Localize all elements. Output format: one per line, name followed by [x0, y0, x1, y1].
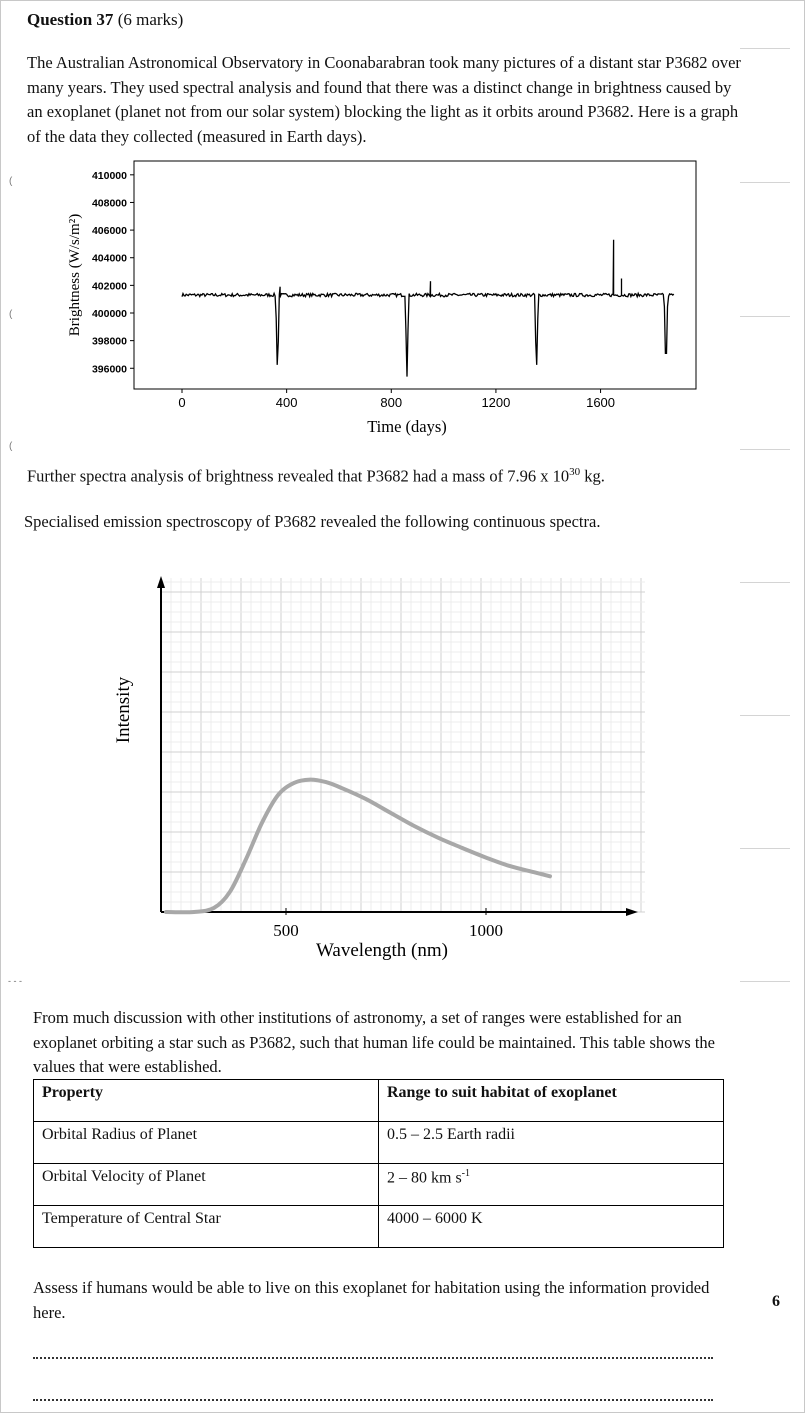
- margin-line: [740, 316, 790, 317]
- table-cell-range: 4000 – 6000 K: [378, 1205, 724, 1248]
- assess-marks: 6: [772, 1293, 780, 1310]
- brightness-x-tick-label: 1600: [586, 395, 615, 410]
- brightness-x-tick-label: 0: [178, 395, 185, 410]
- question-heading: Question 37 (6 marks): [27, 10, 183, 30]
- margin-line: [740, 48, 790, 49]
- answer-line[interactable]: [33, 1357, 713, 1359]
- table-row: Temperature of Central Star 4000 – 6000 …: [33, 1205, 724, 1248]
- assess-question: Assess if humans would be able to live o…: [33, 1278, 710, 1322]
- question-number: Question 37: [27, 10, 114, 29]
- margin-tick: (: [9, 441, 13, 452]
- brightness-plot-area: [133, 160, 697, 390]
- brightness-x-tick-label: 400: [276, 395, 298, 410]
- y-axis-arrow-icon: [157, 576, 165, 588]
- mass-paragraph: Further spectra analysis of brightness r…: [27, 460, 747, 489]
- table-row: Orbital Velocity of Planet 2 – 80 km s-1: [33, 1163, 724, 1206]
- brightness-x-tick-label: 800: [380, 395, 402, 410]
- brightness-y-tick-label: 410000: [92, 170, 127, 182]
- intro-paragraph: The Australian Astronomical Observatory …: [27, 53, 741, 146]
- margin-line: [740, 182, 790, 183]
- table-header-range: Range to suit habitat of exoplanet: [378, 1079, 724, 1122]
- habitat-ranges-table: Property Range to suit habitat of exopla…: [33, 1079, 724, 1248]
- brightness-y-tick-label: 408000: [92, 197, 127, 209]
- question-marks: (6 marks): [117, 10, 184, 29]
- brightness-y-tick-label: 396000: [92, 363, 127, 375]
- spectrum-chart: 500 1000 Intensity Wavelength (nm): [113, 576, 645, 961]
- range-value: 0.5 – 2.5 Earth radii: [387, 1126, 515, 1143]
- brightness-y-axis-label: Brightness (W/s/m²): [67, 214, 83, 336]
- brightness-y-tick-label: 404000: [92, 253, 127, 265]
- spectrum-x-tick-label: 500: [273, 921, 299, 940]
- range-value: 2 – 80 km s: [387, 1169, 462, 1187]
- margin-tick: (: [9, 176, 13, 187]
- brightness-chart: 396000 398000 400000 402000 404000 406000 4080…: [67, 160, 697, 436]
- spectrum-x-tick-label: 1000: [469, 921, 503, 940]
- mass-text: Further spectra analysis of brightness r…: [27, 466, 570, 486]
- table-header-row: Property Range to suit habitat of exopla…: [33, 1079, 724, 1122]
- brightness-x-axis-label: Time (days): [367, 417, 447, 436]
- margin-line: [740, 449, 790, 450]
- table-cell-range: 2 – 80 km s-1: [378, 1163, 724, 1206]
- brightness-series-line: [181, 239, 675, 377]
- margin-line: [740, 715, 790, 716]
- table-header-property: Property: [33, 1079, 379, 1122]
- table-cell-property: Temperature of Central Star: [33, 1205, 379, 1248]
- brightness-y-tick-label: 400000: [92, 308, 127, 320]
- spectrum-curve: [164, 777, 552, 915]
- spectrum-x-axis-label: Wavelength (nm): [316, 940, 448, 961]
- spectra-paragraph: Specialised emission spectroscopy of P36…: [24, 512, 601, 531]
- range-unit-exponent: -1: [461, 1168, 471, 1179]
- brightness-y-tick-label: 406000: [92, 225, 127, 237]
- brightness-y-tick-label: 398000: [92, 336, 127, 348]
- table-cell-property: Orbital Velocity of Planet: [33, 1163, 379, 1206]
- margin-mark: - - -: [8, 976, 22, 986]
- margin-line: [740, 582, 790, 583]
- x-axis-arrow-icon: [626, 908, 638, 916]
- answer-line[interactable]: [33, 1399, 713, 1401]
- margin-line: [740, 848, 790, 849]
- range-value: 4000 – 6000 K: [387, 1210, 483, 1227]
- table-cell-range: 0.5 – 2.5 Earth radii: [378, 1121, 724, 1164]
- table-row: Orbital Radius of Planet 0.5 – 2.5 Earth…: [33, 1121, 724, 1164]
- brightness-x-tick-label: 1200: [481, 395, 510, 410]
- spectrum-y-axis-label: Intensity: [113, 676, 134, 743]
- margin-tick: (: [9, 309, 13, 320]
- mass-exponent: 30: [569, 466, 581, 478]
- mass-unit: kg.: [580, 466, 605, 486]
- margin-line: [740, 981, 790, 982]
- brightness-y-tick-label: 402000: [92, 280, 127, 292]
- ranges-paragraph: From much discussion with other institut…: [33, 1008, 716, 1076]
- table-cell-property: Orbital Radius of Planet: [33, 1121, 379, 1164]
